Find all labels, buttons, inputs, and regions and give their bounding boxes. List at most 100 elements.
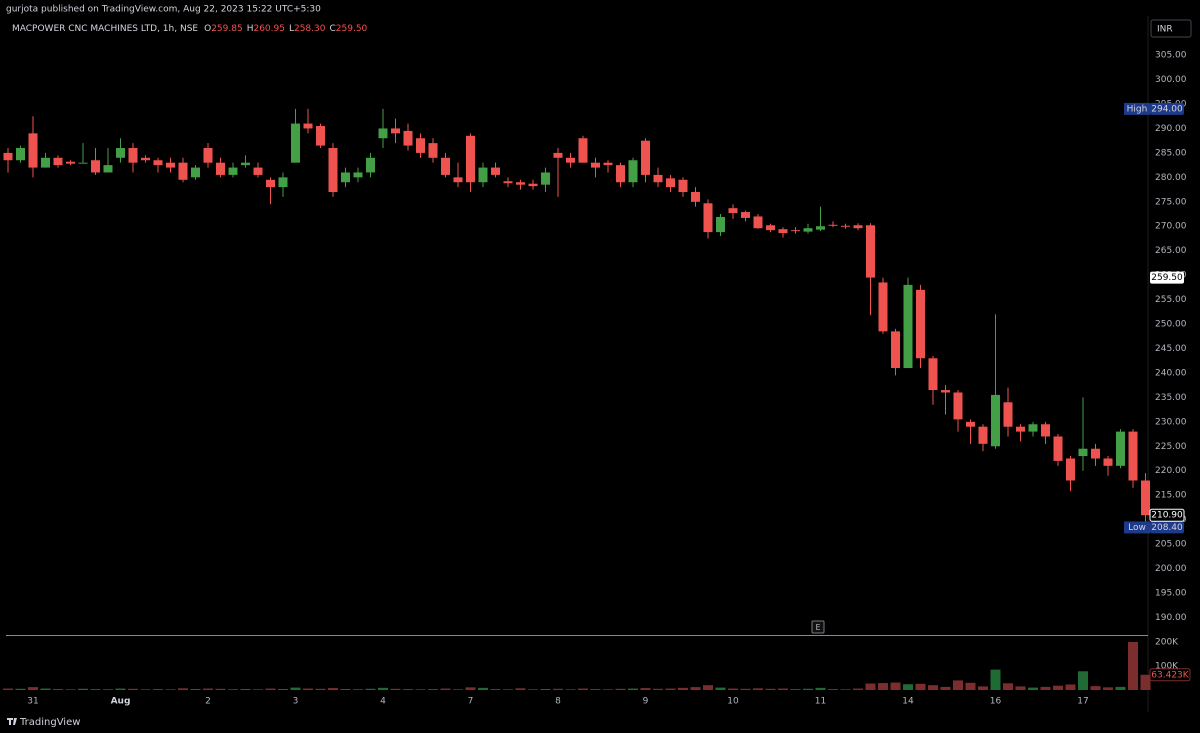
- candle-body: [441, 157, 450, 175]
- marker-box: [1150, 521, 1184, 534]
- volume-bar: [1053, 685, 1063, 690]
- candle-body: [1016, 426, 1025, 432]
- volume-bar: [1028, 687, 1038, 690]
- candle-body: [3, 152, 13, 161]
- ohlc-value: 260.95: [253, 24, 285, 34]
- volume-bar: [265, 688, 276, 690]
- volume-bar: [590, 689, 601, 690]
- candle-body: [978, 426, 988, 444]
- candle-body: [366, 157, 375, 173]
- candle-body: [328, 148, 338, 193]
- volume-bar: [440, 688, 451, 690]
- marker-box: [1150, 102, 1184, 115]
- candle-body: [741, 212, 750, 218]
- x-tick-label: 8: [555, 697, 561, 707]
- volume-bar: [1015, 686, 1026, 690]
- volume-bar: [3, 688, 13, 690]
- volume-bar: [465, 687, 476, 690]
- candle-body: [816, 226, 825, 230]
- candle-body: [691, 192, 700, 202]
- candle-body: [541, 172, 550, 185]
- x-tick-label: 10: [727, 697, 739, 707]
- candle-body: [53, 157, 63, 166]
- candle-body: [716, 216, 725, 233]
- volume-bar: [290, 687, 301, 690]
- candle-body: [653, 174, 663, 183]
- volume-bar: [115, 688, 126, 690]
- volume-bar: [315, 688, 326, 690]
- volume-bar: [165, 689, 176, 690]
- volume-bar: [765, 688, 776, 690]
- candle-body: [566, 157, 575, 163]
- volume-bar: [865, 683, 876, 690]
- x-tick-label: 31: [27, 697, 38, 707]
- volume-bar: [40, 688, 51, 690]
- y-tick-label: 280.00: [1155, 173, 1187, 183]
- candle-body: [91, 160, 100, 173]
- volume-bar: [1128, 642, 1138, 690]
- volume-bar: [940, 686, 951, 690]
- marker-box: [1149, 508, 1185, 522]
- candle-body: [953, 392, 963, 420]
- x-tick-label: 11: [815, 697, 826, 707]
- volume-bar: [790, 689, 801, 690]
- volume-bar: [128, 688, 138, 690]
- event-box[interactable]: [811, 620, 825, 634]
- candle-body: [866, 225, 875, 278]
- volume-bar: [565, 689, 576, 690]
- candle-body: [703, 203, 713, 233]
- candle-body: [853, 225, 863, 229]
- y-tick-label: 220.00: [1155, 466, 1187, 476]
- candle-body: [1066, 458, 1075, 481]
- volume-bar: [1140, 674, 1151, 690]
- volume-bar: [190, 689, 201, 690]
- candle-body: [628, 160, 638, 183]
- volume-bar: [978, 686, 988, 690]
- volume-bar: [403, 689, 413, 690]
- volume-bar: [203, 688, 213, 690]
- candle-body: [678, 179, 688, 193]
- x-tick-label: 9: [643, 697, 649, 707]
- volume-bar: [953, 680, 963, 690]
- volume-bar: [140, 689, 151, 690]
- volume-bar: [303, 688, 313, 690]
- x-tick-label: 2: [205, 697, 211, 707]
- volume-bar: [365, 688, 376, 690]
- candle-body: [553, 152, 563, 158]
- marker-label: 210.90: [1151, 511, 1183, 521]
- volume-bar: [478, 687, 488, 690]
- candle-body: [591, 162, 600, 168]
- candle-body: [316, 126, 325, 146]
- volume-bar: [1078, 671, 1088, 690]
- volume-bar: [715, 687, 726, 690]
- volume-bar: [1115, 686, 1126, 690]
- candle-body: [641, 140, 650, 175]
- candle-body: [266, 179, 275, 188]
- candle-body: [966, 421, 975, 427]
- x-tick-label: 4: [380, 697, 386, 707]
- candle-body: [116, 148, 125, 158]
- volume-bar: [1003, 683, 1013, 690]
- currency-box[interactable]: [1150, 19, 1192, 38]
- volume-bar: [615, 688, 626, 690]
- legend: MACPOWER CNC MACHINES LTD, 1h, NSE O259.8…: [12, 24, 368, 34]
- currency[interactable]: INR: [1157, 25, 1173, 35]
- volume-bar: [65, 689, 76, 690]
- candle-body: [753, 216, 763, 229]
- candle-body: [891, 331, 900, 369]
- event-marker[interactable]: E: [815, 623, 820, 632]
- marker-box: [1150, 271, 1184, 284]
- y-tick-label: 190.00: [1155, 613, 1187, 623]
- volume-bar: [753, 688, 763, 690]
- candle-body: [1053, 436, 1063, 461]
- x-tick-label: 17: [1077, 697, 1088, 707]
- candle-body: [153, 160, 163, 166]
- volume-bar: [515, 688, 526, 690]
- volume-bar: [353, 689, 363, 690]
- candle-body: [778, 229, 788, 234]
- volume-bar: [603, 689, 613, 690]
- candle-body: [1028, 424, 1038, 432]
- volume-bar: [665, 688, 676, 690]
